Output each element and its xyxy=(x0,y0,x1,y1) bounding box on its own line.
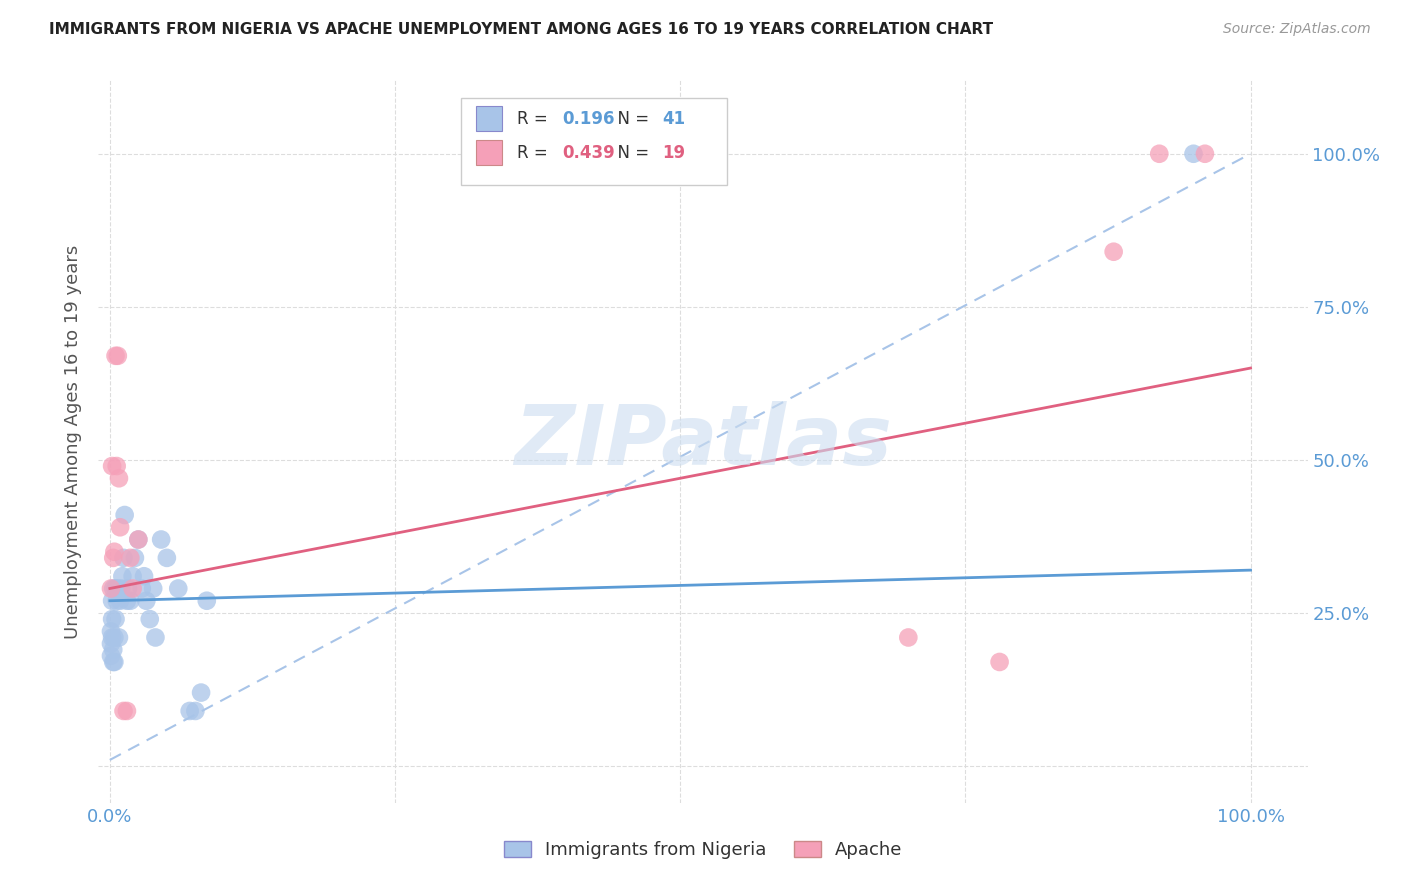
Point xyxy=(101,593,124,607)
Point xyxy=(132,569,155,583)
Text: 0.196: 0.196 xyxy=(562,110,616,128)
Point xyxy=(120,550,142,565)
FancyBboxPatch shape xyxy=(461,98,727,185)
Point xyxy=(101,612,124,626)
Point xyxy=(179,704,201,718)
Point xyxy=(107,349,129,363)
Point xyxy=(104,612,127,626)
Text: Source: ZipAtlas.com: Source: ZipAtlas.com xyxy=(1223,22,1371,37)
Y-axis label: Unemployment Among Ages 16 to 19 years: Unemployment Among Ages 16 to 19 years xyxy=(65,244,83,639)
Point xyxy=(190,685,212,699)
Point xyxy=(127,533,149,547)
Point xyxy=(100,624,122,639)
Point xyxy=(156,550,179,565)
Point xyxy=(103,631,125,645)
Point xyxy=(110,582,132,596)
FancyBboxPatch shape xyxy=(475,106,502,131)
Point xyxy=(105,458,128,473)
Text: 19: 19 xyxy=(662,144,685,161)
Point xyxy=(100,637,122,651)
Point xyxy=(135,593,157,607)
Point xyxy=(108,631,131,645)
Point xyxy=(145,631,167,645)
Text: 41: 41 xyxy=(662,110,685,128)
Point xyxy=(127,533,149,547)
Point xyxy=(1182,146,1205,161)
Point xyxy=(111,569,134,583)
Point xyxy=(1149,146,1171,161)
Point xyxy=(117,582,139,596)
Point xyxy=(121,569,143,583)
Point xyxy=(115,593,138,607)
Text: N =: N = xyxy=(607,110,655,128)
Point xyxy=(121,582,143,596)
Point xyxy=(103,655,125,669)
Text: R =: R = xyxy=(517,110,553,128)
Legend: Immigrants from Nigeria, Apache: Immigrants from Nigeria, Apache xyxy=(496,833,910,866)
Text: N =: N = xyxy=(607,144,655,161)
Text: ZIPatlas: ZIPatlas xyxy=(515,401,891,482)
Point xyxy=(150,533,173,547)
Point xyxy=(139,612,162,626)
Point xyxy=(195,593,218,607)
Point xyxy=(115,704,138,718)
Point xyxy=(103,550,125,565)
Point xyxy=(101,631,124,645)
Text: R =: R = xyxy=(517,144,553,161)
Point xyxy=(1102,244,1125,259)
Text: IMMIGRANTS FROM NIGERIA VS APACHE UNEMPLOYMENT AMONG AGES 16 TO 19 YEARS CORRELA: IMMIGRANTS FROM NIGERIA VS APACHE UNEMPL… xyxy=(49,22,993,37)
Point xyxy=(142,582,165,596)
Point xyxy=(167,582,190,596)
Point xyxy=(988,655,1011,669)
Point xyxy=(100,582,122,596)
Point xyxy=(112,550,135,565)
Point xyxy=(104,349,127,363)
Point xyxy=(104,582,127,596)
Text: 0.439: 0.439 xyxy=(562,144,616,161)
Point xyxy=(103,642,125,657)
Point xyxy=(112,704,135,718)
Point xyxy=(108,593,131,607)
Point xyxy=(108,520,131,534)
FancyBboxPatch shape xyxy=(475,140,502,165)
Point xyxy=(107,582,129,596)
Point xyxy=(184,704,207,718)
Point xyxy=(101,458,124,473)
Point xyxy=(124,550,146,565)
Point xyxy=(105,593,128,607)
Point xyxy=(114,508,136,522)
Point xyxy=(1194,146,1216,161)
Point xyxy=(103,655,125,669)
Point xyxy=(120,593,142,607)
Point xyxy=(100,648,122,663)
Point xyxy=(897,631,920,645)
Point xyxy=(103,545,125,559)
Point xyxy=(108,471,131,485)
Point xyxy=(131,582,153,596)
Point xyxy=(103,582,125,596)
